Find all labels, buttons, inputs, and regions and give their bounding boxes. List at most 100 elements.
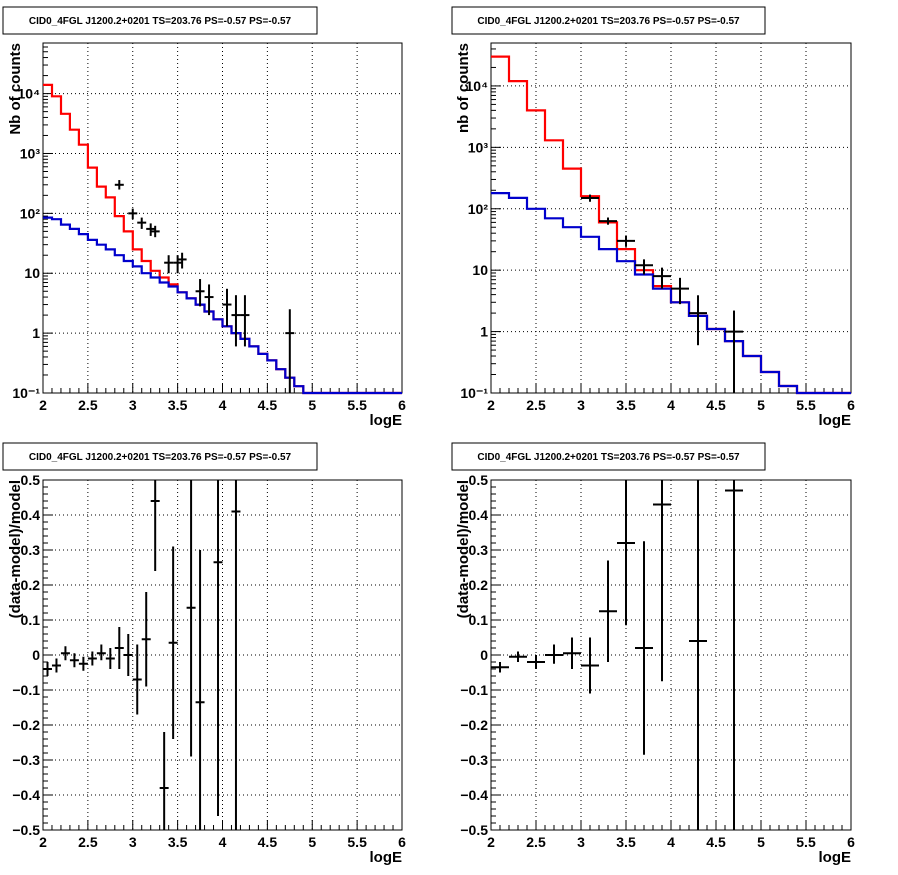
data-points [43,480,241,830]
histogram-series-blue [491,192,851,395]
x-tick-label: 4.5 [258,834,278,850]
data-point [128,208,138,220]
data-point [599,217,617,225]
title-box [451,442,766,471]
chart-title: CID0_4FGL J1200.2+0201 TS=203.76 PS=-0.5… [29,16,292,27]
x-tick-label: 2.5 [78,834,98,850]
y-tick-label: 0.5 [469,472,489,488]
data-point [150,480,160,571]
y-tick-label: −0.1 [12,682,40,698]
title-box [2,6,318,35]
y-tick-label: 0.5 [21,472,41,488]
data-point [51,658,61,673]
x-tick-label: 2 [39,834,47,850]
y-tick-label: 10 [24,265,40,281]
x-tick-label: 5.5 [347,397,367,413]
y-tick-label: 10³ [20,145,41,161]
data-points [114,180,295,393]
y-tick-label: −0.4 [460,787,488,803]
data-point [240,295,250,347]
data-point [509,651,527,662]
x-tick-label: 4 [219,397,227,413]
x-tick-label: 5 [308,834,316,850]
x-tick-label: 3.5 [168,834,188,850]
title-box [451,6,766,35]
x-axis-label: logE [819,849,852,866]
data-point [105,648,115,669]
y-tick-label: 10⁻¹ [12,385,40,401]
x-tick-label: 2 [487,397,495,413]
data-point [491,662,509,673]
data-point [285,309,295,393]
x-tick-label: 6 [398,397,406,413]
x-tick-label: 3 [577,834,585,850]
y-tick-label: 0.2 [21,577,41,593]
x-tick-label: 2.5 [526,397,546,413]
data-point [141,592,151,687]
chart-title: CID0_4FGL J1200.2+0201 TS=203.76 PS=-0.5… [477,452,740,463]
y-tick-label: 10 [472,262,488,278]
data-point [222,288,232,327]
x-tick-label: 4 [667,397,675,413]
y-tick-label: 0.3 [21,542,41,558]
data-point [114,627,124,669]
y-tick-label: 1 [480,324,488,340]
y-axis-label: nb of counts [455,43,472,133]
data-point [137,217,147,229]
x-tick-label: 4.5 [706,397,726,413]
data-point [231,295,241,347]
chart-panel-4: CID0_4FGL J1200.2+0201 TS=203.76 PS=-0.5… [451,442,855,866]
y-tick-label: 10³ [468,139,489,155]
y-tick-label: −0.1 [460,682,488,698]
data-point [635,259,653,275]
x-tick-label: 5 [757,834,765,850]
y-axis-label: (data-model)/model [7,480,24,618]
y-tick-label: 0.4 [469,507,489,523]
title-box [2,442,318,471]
data-point [581,194,599,202]
x-tick-label: 6 [847,834,855,850]
x-tick-label: 6 [847,397,855,413]
y-tick-label: 1 [32,325,40,341]
data-point [150,225,160,238]
x-tick-label: 5.5 [347,834,367,850]
data-point [725,310,743,393]
axis-ticks [490,479,852,831]
x-axis-label: logE [370,849,403,866]
x-tick-label: 2 [39,397,47,413]
data-point [617,236,635,247]
x-tick-label: 6 [398,834,406,850]
x-tick-label: 4.5 [706,834,726,850]
y-tick-label: −0.2 [460,717,488,733]
x-tick-label: 5 [308,397,316,413]
data-point [159,732,169,830]
data-point [689,480,707,830]
y-tick-label: −0.3 [12,752,40,768]
y-tick-label: 0.3 [469,542,489,558]
y-tick-label: 0.2 [469,577,489,593]
data-point [60,646,70,661]
data-point [96,644,106,661]
data-point [173,255,183,274]
x-axis-label: logE [370,412,403,429]
y-tick-label: 10² [20,205,41,221]
y-tick-label: 0 [32,647,40,663]
data-point [653,480,671,682]
x-tick-label: 5.5 [796,834,816,850]
x-tick-label: 4.5 [258,397,278,413]
chart-panel-1: CID0_4FGL J1200.2+0201 TS=203.76 PS=-0.5… [2,6,406,429]
data-point [231,480,241,830]
y-tick-label: 0.4 [21,507,41,523]
chart-title: CID0_4FGL J1200.2+0201 TS=203.76 PS=-0.5… [29,452,292,463]
y-tick-label: 0.1 [469,612,489,628]
y-tick-label: 10⁴ [466,78,489,94]
data-point [146,223,156,236]
y-tick-label: −0.2 [12,717,40,733]
chart-panel-2: CID0_4FGL J1200.2+0201 TS=203.76 PS=-0.5… [451,6,855,429]
x-tick-label: 3 [577,397,585,413]
y-axis-label: (data-model)/model [455,480,472,618]
y-tick-label: −0.4 [12,787,40,803]
x-tick-label: 3.5 [616,834,636,850]
x-tick-label: 3.5 [616,397,636,413]
